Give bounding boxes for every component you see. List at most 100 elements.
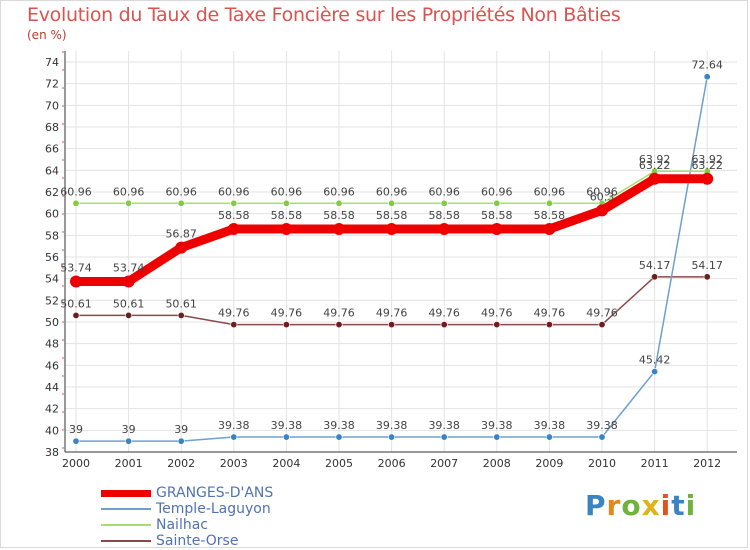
data-label-2: 60.96: [113, 185, 145, 198]
data-label-0: 60.3: [590, 190, 615, 203]
x-tick-label: 2009: [535, 457, 563, 470]
series-point-2: [545, 199, 553, 207]
y-tick-label: 44: [45, 381, 59, 394]
series-point-0: [385, 223, 398, 236]
y-tick-label: 66: [45, 143, 59, 156]
data-label-3: 50.61: [165, 297, 197, 310]
legend-swatch-temple: [101, 508, 151, 510]
data-label-2: 60.96: [376, 185, 408, 198]
proxiti-logo[interactable]: Proxiti: [585, 489, 696, 522]
series-point-3: [651, 273, 659, 281]
x-tick-label: 2006: [378, 457, 406, 470]
series-point-0: [490, 223, 503, 236]
series-point-1: [388, 433, 396, 441]
logo-letter: P: [585, 489, 607, 522]
series-point-2: [440, 199, 448, 207]
data-label-3: 54.17: [691, 259, 723, 272]
data-label-1: 72.64: [691, 59, 723, 72]
data-label-1: 45.42: [639, 354, 671, 367]
legend-swatch-granges: [101, 489, 151, 497]
data-label-1: 39.38: [428, 419, 460, 432]
series-point-2: [230, 199, 238, 207]
y-tick-label: 46: [45, 359, 59, 372]
data-label-1: 39.38: [534, 419, 566, 432]
data-label-2: 63.92: [639, 153, 671, 166]
data-label-2: 60.96: [60, 185, 92, 198]
data-label-0: 58.58: [481, 209, 513, 222]
data-label-1: 39: [69, 423, 83, 436]
series-point-3: [598, 321, 606, 329]
data-label-3: 49.76: [534, 307, 566, 320]
y-tick-label: 42: [45, 403, 59, 416]
data-label-2: 60.96: [534, 185, 566, 198]
series-point-0: [70, 275, 82, 288]
legend-swatch-sainte-orse: [101, 540, 151, 542]
data-label-0: 58.58: [271, 209, 303, 222]
data-label-1: 39: [174, 423, 188, 436]
x-tick-label: 2000: [62, 457, 90, 470]
series-point-2: [72, 199, 80, 207]
x-tick-label: 2010: [588, 457, 616, 470]
data-label-1: 39.38: [271, 419, 303, 432]
data-label-0: 53.74: [113, 261, 145, 274]
series-point-2: [493, 199, 501, 207]
series-point-2: [125, 199, 133, 207]
series-point-2: [388, 199, 396, 207]
y-tick-label: 48: [45, 338, 59, 351]
y-tick-label: 70: [45, 99, 59, 112]
series-point-3: [125, 311, 133, 319]
series-point-0: [438, 223, 451, 236]
data-label-2: 60.96: [481, 185, 513, 198]
logo-letter: i: [685, 489, 697, 522]
series-point-2: [177, 199, 185, 207]
data-label-0: 63.22: [639, 159, 671, 172]
legend-label-temple: Temple-Laguyon: [156, 501, 271, 517]
x-tick-label: 2003: [220, 457, 248, 470]
series-point-2: [335, 199, 343, 207]
data-label-2: 63.92: [691, 153, 723, 166]
legend-label-nailhac: Nailhac: [156, 517, 208, 533]
series-point-0: [227, 223, 240, 236]
series-point-1: [177, 437, 185, 445]
x-tick-label: 2007: [430, 457, 458, 470]
y-tick-label: 52: [45, 294, 59, 307]
series-point-1: [598, 433, 606, 441]
data-label-1: 39.38: [586, 419, 618, 432]
series-point-3: [282, 321, 290, 329]
series-point-0: [122, 275, 135, 288]
series-point-3: [388, 321, 396, 329]
data-label-3: 54.17: [639, 259, 671, 272]
logo-letter: o: [621, 489, 642, 522]
data-label-0: 58.58: [376, 209, 408, 222]
y-tick-label: 60: [45, 208, 59, 221]
data-label-1: 39.38: [376, 419, 408, 432]
series-point-0: [280, 223, 293, 236]
data-label-0: 58.58: [534, 209, 566, 222]
series-point-0: [333, 223, 345, 236]
series-point-0: [596, 204, 608, 217]
series-point-0: [701, 172, 714, 185]
x-tick-label: 2005: [325, 457, 353, 470]
y-tick-label: 58: [45, 229, 59, 242]
data-label-2: 60.96: [586, 185, 618, 198]
series-point-0: [648, 172, 661, 185]
data-label-3: 50.61: [113, 297, 145, 310]
data-label-2: 60.96: [165, 185, 197, 198]
y-tick-label: 64: [45, 164, 59, 177]
series-point-3: [177, 311, 185, 319]
x-tick-label: 2001: [115, 457, 143, 470]
y-tick-label: 40: [45, 424, 59, 437]
series-point-3: [72, 311, 80, 319]
unit-label: (en %): [27, 28, 67, 42]
y-tick-label: 54: [45, 273, 59, 286]
series-point-1: [125, 437, 133, 445]
data-label-0: 56.87: [165, 228, 197, 241]
series-point-1: [651, 368, 659, 376]
legend-label-granges: GRANGES-D'ANS: [156, 485, 274, 501]
chart-title: Evolution du Taux de Taxe Foncière sur l…: [27, 4, 621, 26]
series-point-1: [545, 433, 553, 441]
data-label-1: 39.38: [481, 419, 513, 432]
logo-letter: r: [606, 489, 622, 522]
